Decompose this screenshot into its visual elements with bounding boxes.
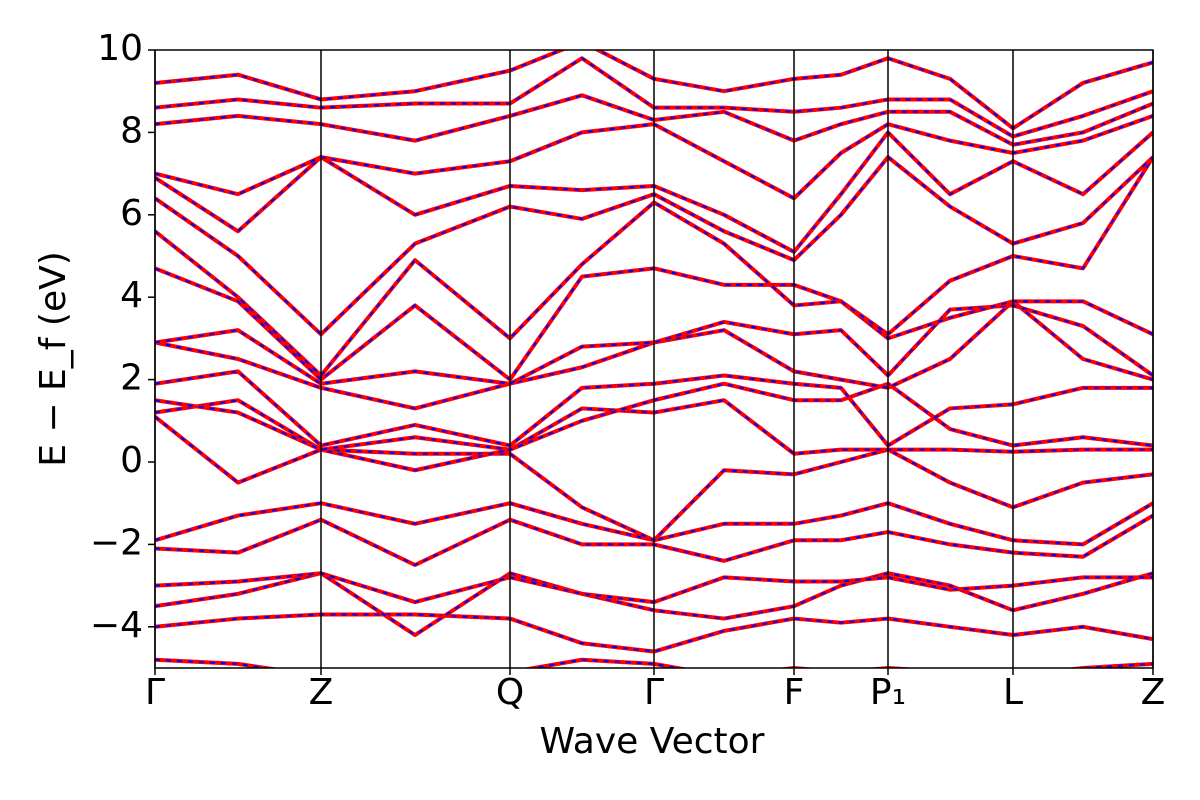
x-tick-label: Z [1141,672,1166,713]
band-line-dashed [155,267,1153,381]
band-line-dashed [155,300,1153,410]
band-line-dashed [155,50,1153,130]
y-tick-label: 6 [120,193,143,234]
band-line-dashed [155,399,1153,472]
band-line-dashed [155,613,1153,653]
band-line [155,381,1153,452]
band-line [155,369,1153,448]
x-tick-label: P₁ [870,672,906,713]
y-tick-label: 10 [97,28,143,69]
y-axis-label: E − E_f (eV) [33,251,74,467]
band-line-dashed [155,415,1153,542]
y-tick-label: 0 [120,440,143,481]
band-line [155,155,1153,337]
band-line-dashed [155,572,1153,637]
y-tick-label: 4 [120,275,143,316]
y-tick-label: 8 [120,110,143,151]
x-axis-label: Wave Vector [540,721,765,762]
x-tick-label: L [1003,672,1023,713]
band-line-dashed [155,57,1153,138]
band-line [155,513,1153,567]
x-tick-label: F [784,672,805,713]
y-tick-label: 2 [120,358,143,399]
band-line-dashed [155,156,1153,377]
band-line-dashed [155,94,1153,146]
x-tick-label: Γ [644,672,664,713]
x-tick-label: Z [309,672,334,713]
band-line-dashed [155,131,1153,253]
band-line-dashed [155,572,1153,604]
x-tick-label: Γ [145,672,165,713]
band-line-dashed [155,502,1153,546]
y-tick-label: −4 [90,605,143,646]
band-line-dashed [155,114,1153,200]
y-tick-label: −2 [90,522,143,563]
plot-area [155,50,1153,668]
x-tick-label: Q [496,672,524,713]
